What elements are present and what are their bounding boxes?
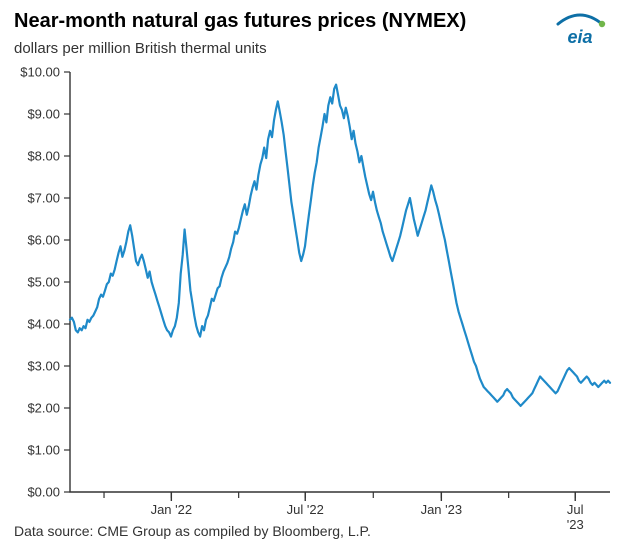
x-tick-label: Jan '23 — [421, 502, 463, 517]
y-tick-label: $3.00 — [0, 359, 60, 374]
y-tick-label: $10.00 — [0, 65, 60, 80]
y-tick-label: $0.00 — [0, 485, 60, 500]
y-tick-label: $2.00 — [0, 401, 60, 416]
y-tick-label: $4.00 — [0, 317, 60, 332]
eia-logo: eia — [552, 10, 608, 48]
y-tick-label: $5.00 — [0, 275, 60, 290]
price-line — [70, 85, 610, 406]
chart-container: Near-month natural gas futures prices (N… — [0, 0, 626, 553]
y-tick-label: $6.00 — [0, 233, 60, 248]
y-tick-label: $8.00 — [0, 149, 60, 164]
chart-title: Near-month natural gas futures prices (N… — [14, 10, 466, 33]
data-source: Data source: CME Group as compiled by Bl… — [14, 523, 371, 539]
y-tick-label: $7.00 — [0, 191, 60, 206]
eia-logo-text: eia — [567, 27, 592, 47]
plot-area: $0.00$1.00$2.00$3.00$4.00$5.00$6.00$7.00… — [70, 72, 610, 492]
y-tick-label: $9.00 — [0, 107, 60, 122]
y-tick-label: $1.00 — [0, 443, 60, 458]
chart-subtitle: dollars per million British thermal unit… — [14, 40, 267, 57]
x-tick-label: Jan '22 — [151, 502, 193, 517]
x-tick-label: Jul '23 — [558, 502, 593, 532]
x-tick-label: Jul '22 — [287, 502, 324, 517]
